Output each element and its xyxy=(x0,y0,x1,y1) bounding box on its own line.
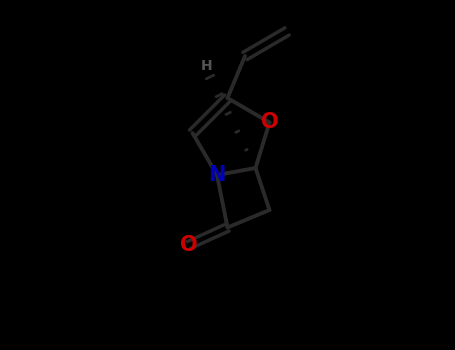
Text: O: O xyxy=(180,235,198,255)
Text: N: N xyxy=(208,165,226,185)
Text: O: O xyxy=(261,112,278,133)
Text: H: H xyxy=(201,60,212,74)
